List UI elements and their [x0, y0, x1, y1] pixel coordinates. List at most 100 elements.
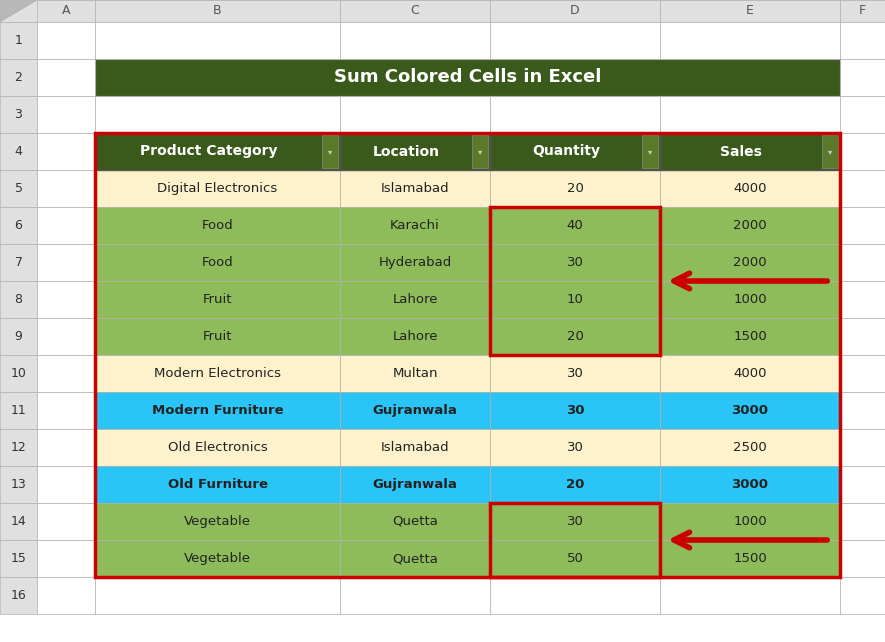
Bar: [95, 503, 340, 540]
Bar: [490, 207, 660, 355]
Bar: [0, 577, 37, 614]
Bar: [340, 59, 490, 96]
Bar: [840, 133, 885, 170]
Bar: [37, 577, 95, 614]
Bar: [490, 244, 660, 281]
Bar: [0, 244, 37, 281]
Text: 5: 5: [14, 182, 22, 195]
Text: ▾: ▾: [648, 147, 652, 156]
Text: 10: 10: [566, 293, 583, 306]
Bar: [37, 540, 95, 577]
Text: Sum Colored Cells in Excel: Sum Colored Cells in Excel: [334, 69, 601, 87]
Bar: [490, 133, 660, 170]
Bar: [95, 207, 340, 244]
Bar: [660, 170, 840, 207]
Bar: [95, 133, 340, 170]
Text: 7: 7: [14, 256, 22, 269]
Text: 20: 20: [566, 330, 583, 343]
Text: 2: 2: [14, 71, 22, 84]
Bar: [322, 135, 338, 168]
Bar: [0, 318, 37, 355]
Bar: [37, 392, 95, 429]
Bar: [37, 318, 95, 355]
Text: 9: 9: [14, 330, 22, 343]
Bar: [95, 503, 340, 540]
Bar: [340, 244, 490, 281]
Bar: [840, 355, 885, 392]
Bar: [37, 0, 95, 22]
Text: Vegetable: Vegetable: [184, 552, 251, 565]
Bar: [95, 244, 340, 281]
Bar: [660, 281, 840, 318]
Bar: [490, 59, 660, 96]
Text: Karachi: Karachi: [390, 219, 440, 232]
Bar: [840, 96, 885, 133]
Bar: [37, 22, 95, 59]
Bar: [840, 540, 885, 577]
Bar: [340, 318, 490, 355]
Bar: [340, 355, 490, 392]
Bar: [660, 318, 840, 355]
Text: Product Category: Product Category: [140, 144, 277, 159]
Bar: [660, 96, 840, 133]
Bar: [340, 429, 490, 466]
Bar: [340, 392, 490, 429]
Text: Vegetable: Vegetable: [184, 515, 251, 528]
Text: 1000: 1000: [733, 293, 766, 306]
Bar: [340, 281, 490, 318]
Bar: [840, 170, 885, 207]
Bar: [660, 540, 840, 577]
Bar: [340, 207, 490, 244]
Bar: [340, 540, 490, 577]
Bar: [660, 429, 840, 466]
Bar: [340, 281, 490, 318]
Bar: [0, 59, 37, 96]
Text: 4: 4: [14, 145, 22, 158]
Text: 4000: 4000: [734, 182, 766, 195]
Text: 11: 11: [11, 404, 27, 417]
Text: 12: 12: [11, 441, 27, 454]
Bar: [37, 466, 95, 503]
Bar: [95, 392, 340, 429]
Text: 4000: 4000: [734, 367, 766, 380]
Bar: [95, 244, 340, 281]
Bar: [37, 96, 95, 133]
Text: Old Electronics: Old Electronics: [167, 441, 267, 454]
Bar: [490, 170, 660, 207]
Text: 40: 40: [566, 219, 583, 232]
Bar: [660, 318, 840, 355]
Bar: [95, 170, 340, 207]
Bar: [660, 0, 840, 22]
Text: Lahore: Lahore: [392, 330, 438, 343]
Text: 30: 30: [566, 515, 583, 528]
Bar: [340, 466, 490, 503]
Bar: [490, 133, 660, 170]
Bar: [340, 0, 490, 22]
Bar: [340, 318, 490, 355]
Bar: [840, 466, 885, 503]
Bar: [95, 281, 340, 318]
Bar: [660, 244, 840, 281]
Bar: [490, 503, 660, 540]
Bar: [95, 59, 840, 96]
Text: 3000: 3000: [732, 404, 768, 417]
Bar: [840, 577, 885, 614]
Bar: [840, 207, 885, 244]
Bar: [95, 466, 340, 503]
Bar: [340, 503, 490, 540]
Bar: [95, 133, 840, 577]
Bar: [490, 318, 660, 355]
Bar: [490, 281, 660, 318]
Text: 20: 20: [566, 182, 583, 195]
Bar: [660, 244, 840, 281]
Text: 1500: 1500: [733, 330, 767, 343]
Bar: [840, 59, 885, 96]
Bar: [95, 170, 340, 207]
Text: 2500: 2500: [733, 441, 767, 454]
Bar: [37, 244, 95, 281]
Bar: [840, 281, 885, 318]
Text: 16: 16: [11, 589, 27, 602]
Text: 10: 10: [11, 367, 27, 380]
Text: ▾: ▾: [478, 147, 482, 156]
Bar: [660, 170, 840, 207]
